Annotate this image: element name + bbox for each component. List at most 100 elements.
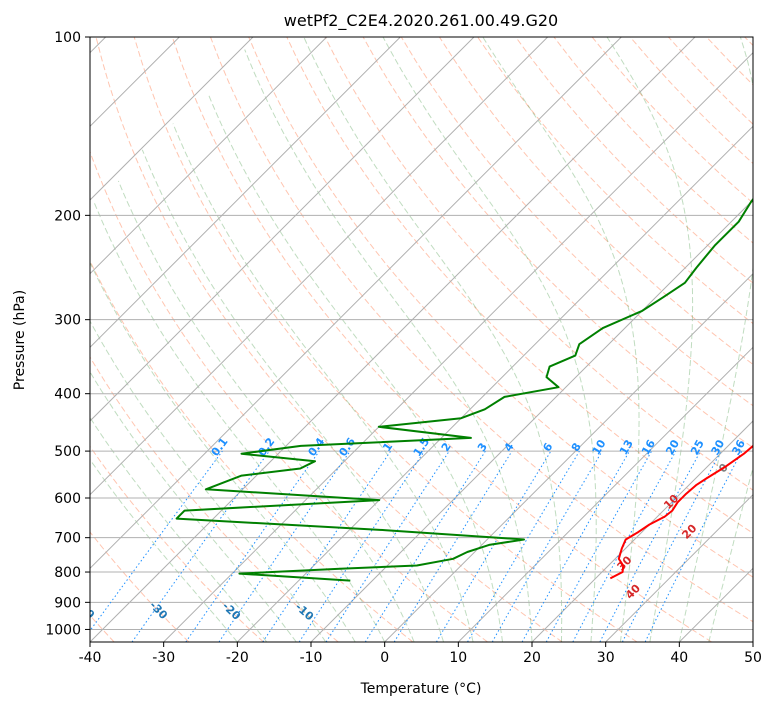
dry-adiabat-line: [133, 37, 638, 642]
x-tick-label: 20: [523, 650, 541, 666]
dry-adiabat-line: [438, 37, 753, 366]
isotherm-line: [90, 37, 254, 201]
mixing-ratio-label: 4: [502, 440, 517, 454]
mixing-ratio-line: [393, 450, 513, 642]
moist-adiabat-line: [207, 94, 503, 642]
mixing-ratio-label: 2: [439, 440, 454, 454]
moist-adiabat-line: [93, 201, 386, 642]
isotherm-line: [236, 125, 753, 642]
isotherm-line: [90, 37, 475, 422]
isotherm-line: [90, 37, 328, 275]
mixing-ratio-line: [521, 450, 630, 642]
background-lines: [90, 37, 753, 642]
mixing-ratio-line: [218, 450, 351, 642]
x-tick-label: -30: [152, 650, 175, 666]
dry-adiabat-line: [95, 37, 563, 642]
moist-adiabat-line: [90, 320, 327, 642]
dry-adiabat-line: [706, 37, 753, 86]
moist-adiabat-line: [606, 37, 694, 642]
moist-adiabat-line: [244, 49, 533, 642]
x-axis: -40 -30 -20 -10 0 10 20 30 40 50: [79, 642, 762, 666]
dry-adiabat-line: [90, 356, 339, 642]
mixing-ratio-line: [298, 450, 425, 642]
x-tick-label: 40: [670, 650, 688, 666]
mixing-ratio-line: [325, 450, 450, 642]
y-tick-label: 800: [54, 565, 81, 581]
dry-adiabat-line: [744, 37, 753, 47]
dry-adiabat-line: [90, 445, 264, 642]
mixing-ratio-line: [131, 450, 270, 642]
dry-adiabat-label: -50: [2, 597, 25, 621]
isotherm-line: [531, 420, 753, 642]
isotherm-line: [457, 346, 753, 642]
mixing-ratio-line: [545, 450, 653, 642]
mixing-ratio-label: 30: [709, 437, 728, 457]
moist-adiabat-line: [678, 37, 753, 642]
mixing-ratio-label: 6: [540, 440, 555, 454]
x-tick-label: -20: [226, 650, 249, 666]
mixing-ratio-line: [572, 450, 677, 642]
mixing-ratio-line: [90, 450, 223, 632]
isotherm-line: [163, 51, 753, 642]
moist-adiabat-line: [90, 370, 297, 642]
isotherm-line: [90, 37, 622, 570]
x-tick-label: 30: [597, 650, 615, 666]
isotherm-line: [90, 37, 549, 496]
dry-adiabat-label: -10: [293, 600, 317, 623]
y-tick-label: 700: [54, 531, 81, 547]
mixing-ratio-label: 3: [475, 440, 490, 453]
isotherm-line: [752, 641, 753, 642]
mixing-ratio-label: 0.4: [306, 435, 328, 459]
isotherm-line: [90, 37, 401, 349]
dry-adiabat-line: [668, 37, 753, 125]
mixing-ratio-label: 0.1: [209, 435, 231, 458]
y-tick-label: 300: [54, 313, 81, 329]
y-tick-label: 400: [54, 387, 81, 403]
y-tick-label: 900: [54, 595, 81, 611]
y-axis-title: Pressure (hPa): [12, 290, 28, 390]
wet-adiabat-label: 40: [623, 581, 643, 601]
x-tick-label: -10: [300, 650, 323, 666]
sounding-profiles: [175, 197, 753, 582]
mixing-ratio-label: 10: [590, 437, 609, 457]
mixing-ratio-label: 36: [729, 437, 748, 457]
moist-adiabat-line: [90, 261, 356, 642]
moist-adiabat-line: [303, 37, 563, 642]
isotherm-line: [384, 272, 753, 642]
isotherm-line: [605, 493, 753, 642]
x-tick-label: -40: [79, 650, 102, 666]
chart-title: wetPf2_C2E4.2020.261.00.49.G20: [284, 11, 558, 31]
x-tick-label: 50: [744, 650, 762, 666]
dry-adiabat-label: -40: [74, 598, 97, 622]
dewpoint-profile: [175, 197, 753, 582]
y-tick-label: 500: [54, 444, 81, 460]
dry-adiabat-line: [210, 37, 753, 623]
mixing-ratio-line: [644, 450, 743, 642]
y-tick-label: 1000: [45, 622, 81, 638]
dry-adiabat-line: [90, 150, 488, 642]
x-tick-label: 10: [449, 650, 467, 666]
temperature-profile: [609, 444, 753, 580]
y-tick-label: 600: [54, 491, 81, 507]
y-tick-label: 100: [54, 30, 81, 46]
mixing-ratio-line: [435, 450, 552, 642]
mixing-ratio-label: 8: [569, 441, 584, 454]
wet-adiabat-label: 20: [679, 521, 699, 541]
mixing-ratio-label: 16: [639, 437, 658, 457]
moist-adiabat-line: [382, 37, 597, 642]
dry-adiabat-line: [90, 259, 414, 642]
isotherm-line: [678, 567, 753, 642]
dry-adiabat-line: [515, 37, 753, 284]
moist-adiabat-line: [90, 458, 238, 642]
mixing-ratio-label: 20: [663, 437, 682, 457]
x-tick-label: 0: [380, 650, 389, 666]
mixing-ratio-line: [185, 450, 320, 642]
moist-adiabat-line: [482, 37, 640, 642]
x-axis-title: Temperature (°C): [360, 681, 482, 697]
mixing-ratio-line: [262, 450, 392, 642]
dry-adiabat-line: [591, 37, 753, 204]
plot-frame: [89, 36, 754, 643]
dry-adiabat-line: [400, 37, 753, 407]
dry-adiabat-line: [248, 37, 753, 578]
